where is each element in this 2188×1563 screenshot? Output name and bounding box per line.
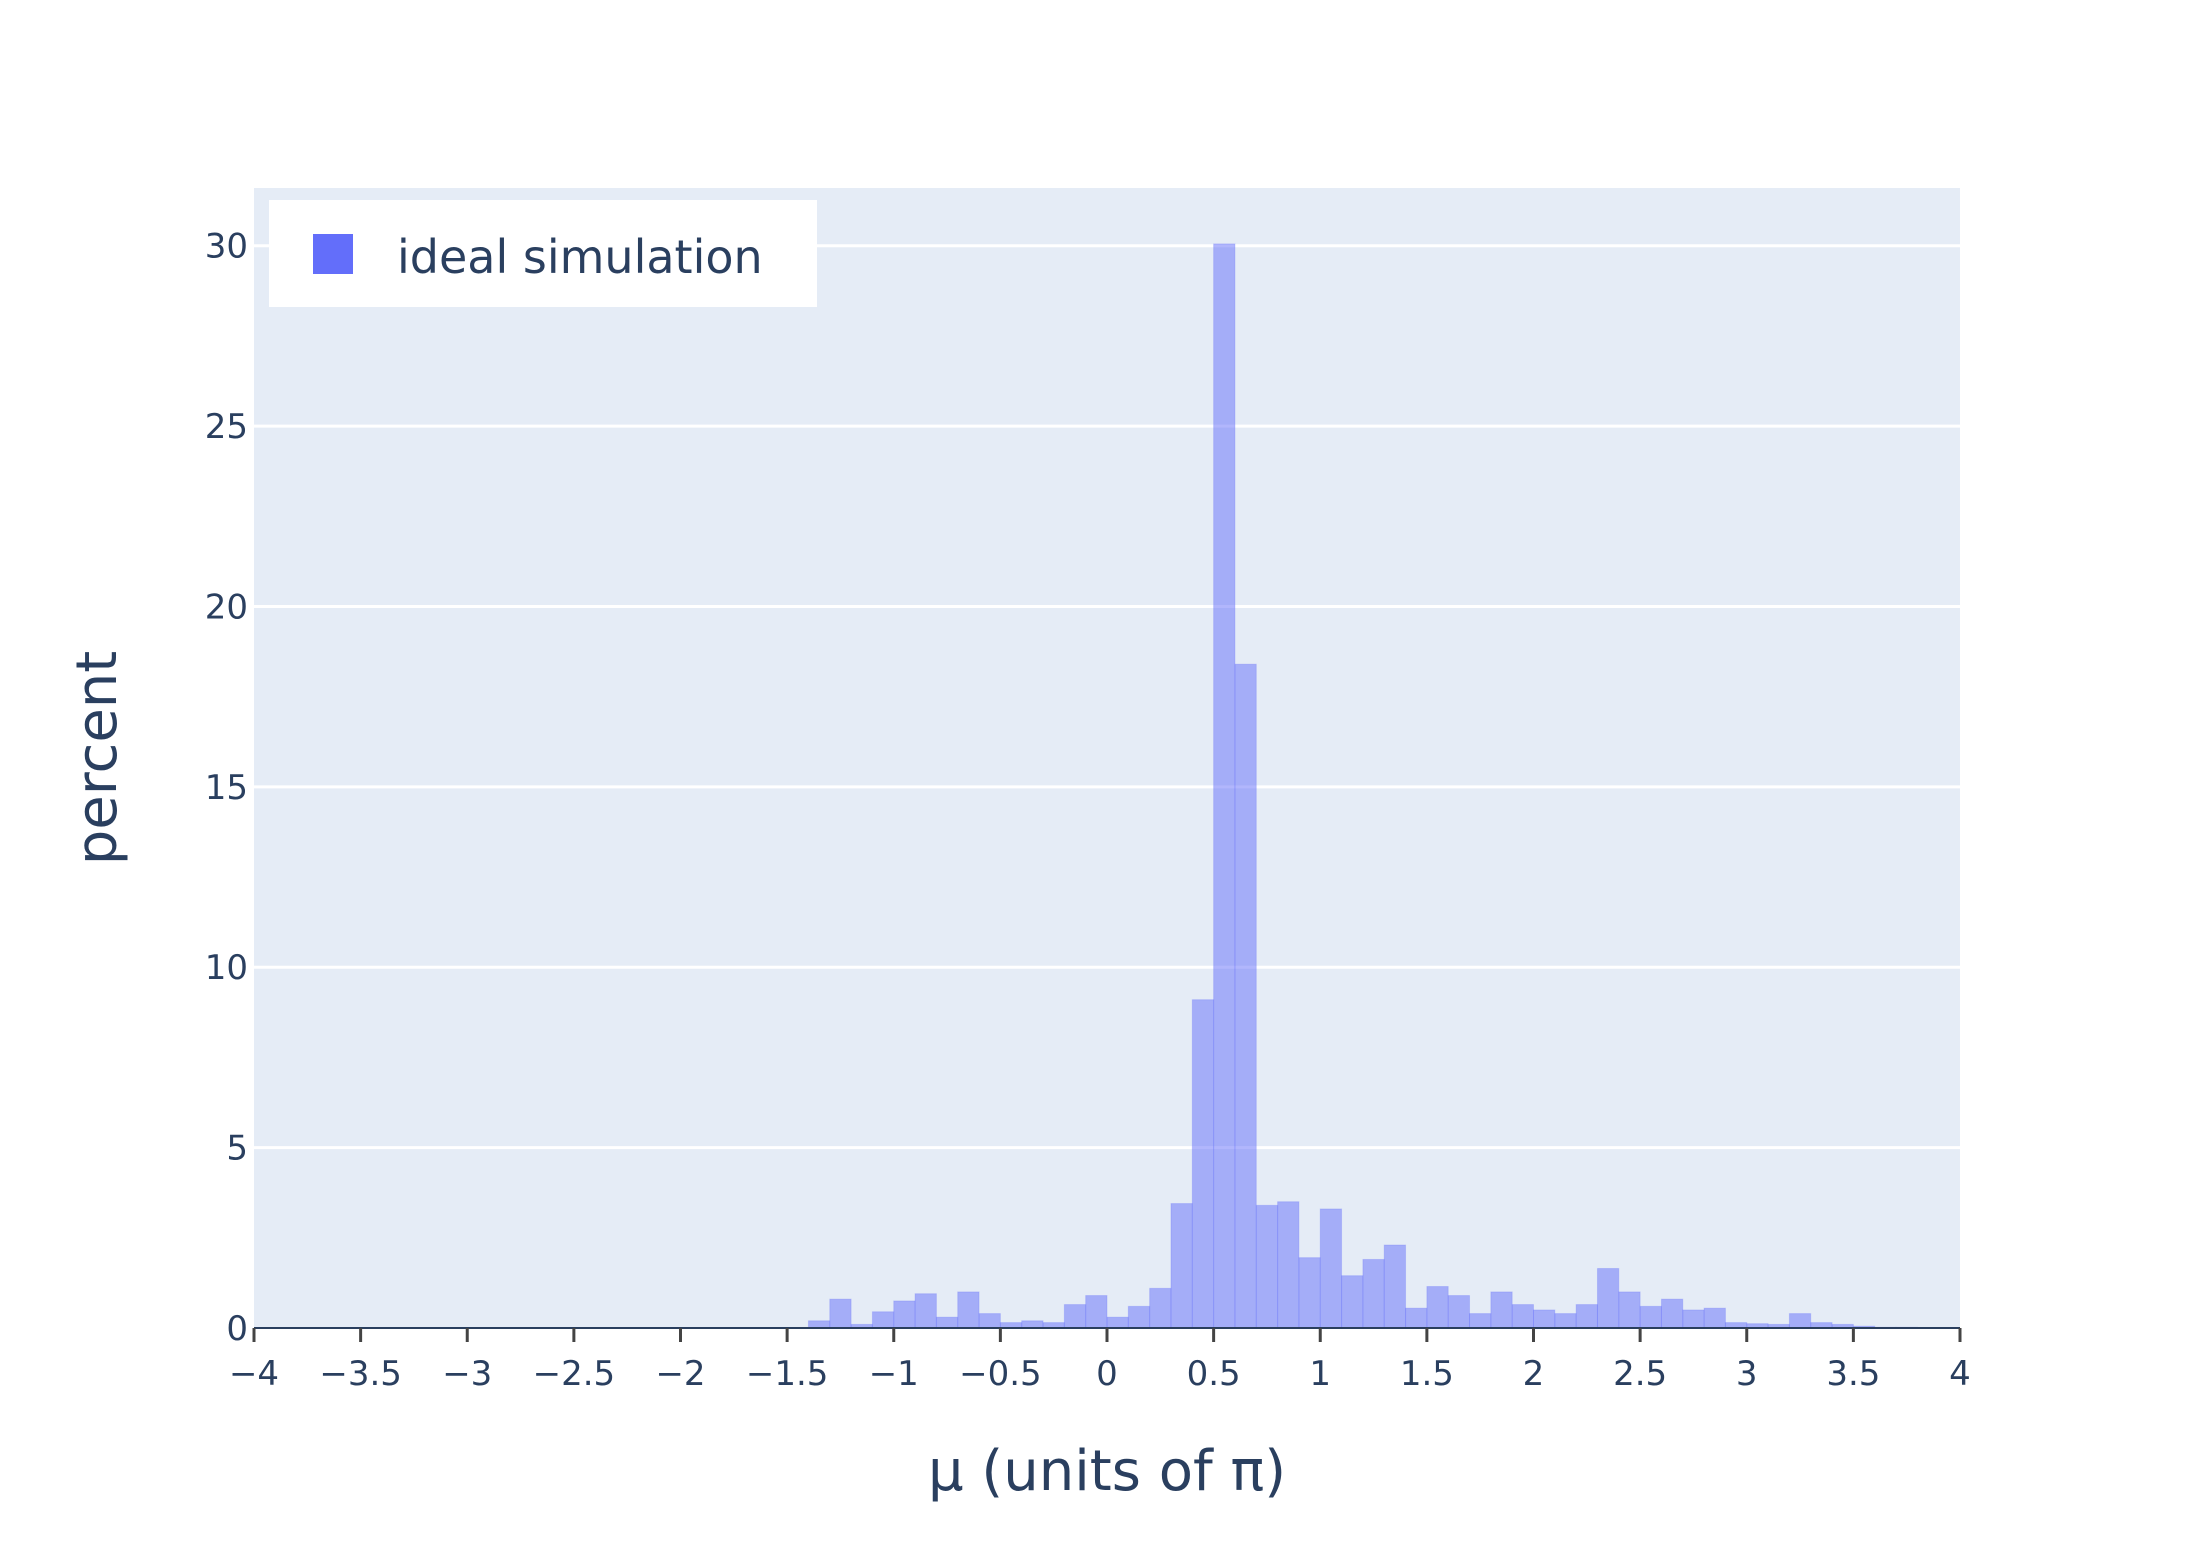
legend-box (269, 200, 817, 307)
x-tick-label: 3 (1736, 1354, 1758, 1394)
y-tick-label: 0 (226, 1309, 248, 1349)
histogram-bar (1362, 1258, 1385, 1329)
histogram-bar (1341, 1275, 1364, 1329)
y-tick-label: 30 (205, 227, 248, 267)
x-tick-label: −3 (442, 1354, 492, 1394)
x-tick-label: 1 (1309, 1354, 1331, 1394)
histogram-bar (1191, 999, 1215, 1329)
histogram-bar (1575, 1304, 1598, 1329)
x-tick-label: 2 (1523, 1354, 1545, 1394)
histogram-bar (1660, 1298, 1684, 1329)
histogram-bar (1447, 1295, 1471, 1329)
x-tick-label: −4 (229, 1354, 279, 1394)
y-axis-title: percent (65, 651, 130, 865)
histogram-bar (1639, 1305, 1662, 1329)
x-tick-label: 1.5 (1400, 1354, 1454, 1394)
legend-swatch-ideal-simulation (313, 234, 353, 274)
y-tick-label: 10 (205, 948, 248, 988)
histogram-bar (978, 1313, 1001, 1329)
x-tick-label: 3.5 (1826, 1354, 1880, 1394)
x-tick-label: 0.5 (1187, 1354, 1241, 1394)
y-tick-label: 5 (226, 1129, 248, 1169)
x-tick-label: 2.5 (1613, 1354, 1667, 1394)
x-tick-label: −3.5 (319, 1354, 402, 1394)
y-tick-label: 15 (205, 768, 248, 808)
plot-background (254, 188, 1960, 1328)
histogram-bar (1213, 243, 1236, 1329)
histogram-bar (1554, 1313, 1577, 1329)
x-tick-label: −1.5 (746, 1354, 829, 1394)
histogram-bar (1170, 1203, 1193, 1329)
histogram-bar (1426, 1286, 1449, 1329)
histogram-bar (1021, 1320, 1044, 1329)
histogram-bar (1106, 1316, 1129, 1329)
histogram-bar (1596, 1267, 1620, 1329)
x-tick-label: 4 (1949, 1354, 1971, 1394)
histogram-bar (871, 1311, 895, 1329)
histogram-bar (1255, 1204, 1279, 1329)
histogram-bar (1703, 1307, 1726, 1329)
y-tick-label: 25 (205, 407, 248, 447)
x-tick-label: 0 (1096, 1354, 1118, 1394)
x-tick-label: −0.5 (959, 1354, 1042, 1394)
histogram-bar (1085, 1295, 1108, 1329)
histogram-bar (893, 1300, 916, 1329)
x-tick-label: −2.5 (533, 1354, 616, 1394)
histogram-bar (807, 1320, 831, 1329)
histogram-bar (935, 1316, 959, 1329)
histogram-bar (1788, 1313, 1812, 1329)
histogram-bar (1234, 663, 1257, 1329)
histogram-bar (1277, 1201, 1300, 1329)
histogram-bar (829, 1298, 852, 1329)
histogram-bar (957, 1291, 980, 1329)
x-axis: −4 −3.5 −3 −2.5 −2 −1.5 −1 −0.5 0 0.5 1 1.5 2 2.5 3 3.5… (229, 1327, 1971, 1394)
histogram-bar (1127, 1305, 1151, 1329)
histogram-bar (1149, 1287, 1172, 1329)
x-tick-label: −1 (869, 1354, 919, 1394)
histogram-bar (1298, 1257, 1321, 1329)
histogram-bar (1383, 1244, 1407, 1329)
histogram-bar (1511, 1304, 1535, 1329)
legend-label-ideal-simulation: ideal simulation (397, 230, 763, 284)
histogram-bar (1618, 1291, 1641, 1329)
y-tick-label: 20 (205, 587, 248, 627)
histogram-bar (1682, 1309, 1705, 1329)
x-tick-label: −2 (655, 1354, 705, 1394)
legend[interactable]: ideal simulation (269, 200, 817, 307)
histogram-bar (1405, 1307, 1428, 1329)
x-axis-title: μ (units of π) (928, 1439, 1286, 1504)
histogram-bar (1319, 1208, 1343, 1329)
histogram-bar (914, 1293, 937, 1329)
y-axis: 0 5 10 15 20 25 30 (205, 227, 248, 1349)
histogram-bar (1063, 1304, 1087, 1329)
histogram-bar (1469, 1313, 1492, 1329)
histogram-bar (1490, 1291, 1513, 1329)
histogram-bar (1533, 1309, 1556, 1329)
